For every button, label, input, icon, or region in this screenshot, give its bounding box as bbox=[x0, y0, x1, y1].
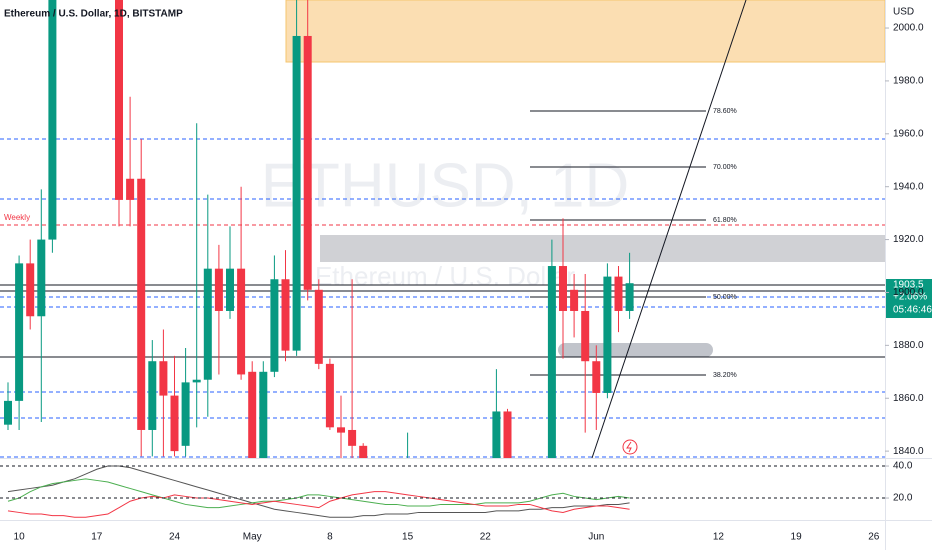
candle-body bbox=[292, 35, 301, 351]
candle-body bbox=[547, 266, 556, 458]
indicator-line bbox=[7, 465, 630, 518]
dashed-levels bbox=[0, 138, 885, 458]
watermark: ETHUSD, 1D bbox=[261, 151, 630, 220]
candle-body bbox=[348, 429, 357, 446]
candle-body bbox=[625, 283, 634, 311]
weekly-label: Weekly bbox=[4, 213, 30, 222]
fib-lines bbox=[530, 110, 706, 376]
watermark-sub: Ethereum / U.S. Dollar bbox=[315, 261, 575, 291]
indicator-line bbox=[7, 491, 630, 518]
x-tick-label: 15 bbox=[402, 532, 414, 543]
candle-body bbox=[581, 310, 590, 362]
x-tick-label: 10 bbox=[14, 532, 26, 543]
candle-body bbox=[203, 268, 212, 380]
y-tick-label: 1880.0 bbox=[893, 340, 924, 351]
last-price-box bbox=[886, 279, 932, 318]
countdown: 05:46:46 bbox=[893, 305, 932, 316]
x-tick-label: Jun bbox=[588, 532, 604, 543]
candle-body bbox=[37, 239, 46, 317]
fib-label: 50.00% bbox=[713, 294, 737, 301]
event-icon-bolt bbox=[626, 441, 632, 453]
candle-body bbox=[337, 427, 345, 433]
y-tick-label: 2000.0 bbox=[893, 23, 924, 34]
price-change: +2.06% bbox=[893, 292, 927, 303]
event-icon bbox=[622, 439, 638, 455]
currency: USD bbox=[893, 7, 914, 18]
y-tick-label: 1980.0 bbox=[893, 76, 924, 87]
candle-body bbox=[359, 445, 368, 458]
candle-body bbox=[126, 178, 135, 200]
candle-body bbox=[559, 266, 567, 311]
y-tick-label: 1920.0 bbox=[893, 234, 924, 245]
candle-body bbox=[314, 289, 323, 364]
candle-body bbox=[303, 35, 312, 290]
y-tick-label: 1840.0 bbox=[893, 446, 924, 457]
trend-line bbox=[591, 0, 747, 458]
y-tick-label: 40.0 bbox=[893, 461, 913, 472]
y-tick-label: 1960.0 bbox=[893, 128, 924, 139]
x-tick-label: 26 bbox=[868, 532, 880, 543]
candle-body bbox=[192, 379, 201, 383]
y-tick-label: 1860.0 bbox=[893, 393, 924, 404]
candle-body bbox=[592, 361, 601, 393]
candle-body bbox=[237, 268, 246, 375]
fib-label: 61.80% bbox=[713, 217, 737, 224]
y-tick-label: 20.0 bbox=[893, 493, 913, 504]
x-tick-label: 24 bbox=[169, 532, 181, 543]
candle-body bbox=[248, 371, 257, 458]
drawings bbox=[0, 0, 885, 458]
y-tick-label: 1900.0 bbox=[893, 287, 924, 298]
candle-body bbox=[4, 400, 12, 425]
last-price: 1903.5 bbox=[893, 280, 924, 291]
candle-body bbox=[15, 263, 24, 401]
indicator bbox=[7, 465, 630, 518]
candle-body bbox=[270, 279, 279, 372]
indicator-line bbox=[7, 478, 630, 509]
candle-body bbox=[137, 178, 146, 430]
candle-body bbox=[492, 411, 501, 458]
candle-body bbox=[570, 289, 579, 311]
candles bbox=[4, 0, 634, 458]
candle-body bbox=[115, 0, 123, 200]
candle-body bbox=[325, 363, 334, 428]
candle-body bbox=[503, 411, 512, 458]
candle-body bbox=[614, 276, 623, 311]
supply-zone bbox=[285, 0, 885, 63]
candle-body bbox=[226, 268, 234, 311]
candle-body bbox=[603, 276, 612, 393]
x-tick-label: 8 bbox=[327, 532, 333, 543]
fib-label: 38.20% bbox=[713, 372, 737, 379]
symbol-title[interactable]: Ethereum / U.S. Dollar, 1D, BITSTAMP bbox=[4, 9, 183, 20]
x-tick-label: 12 bbox=[713, 532, 725, 543]
candle-body bbox=[281, 279, 290, 351]
candle-body bbox=[148, 361, 157, 430]
fib-label: 78.60% bbox=[713, 108, 737, 115]
candle-body bbox=[170, 395, 179, 452]
y-tick-label: 1940.0 bbox=[893, 181, 924, 192]
resistance-zone bbox=[320, 235, 885, 262]
candle-body bbox=[214, 268, 223, 311]
candle-body bbox=[259, 371, 268, 458]
x-tick-label: 22 bbox=[480, 532, 492, 543]
candle-body bbox=[26, 263, 35, 317]
candle-body bbox=[181, 382, 190, 446]
x-tick-label: May bbox=[243, 532, 262, 543]
x-tick-label: 19 bbox=[791, 532, 803, 543]
fib-label: 70.00% bbox=[713, 164, 737, 171]
candle-body bbox=[159, 361, 168, 396]
candle-body bbox=[48, 0, 57, 240]
x-tick-label: 17 bbox=[91, 532, 103, 543]
